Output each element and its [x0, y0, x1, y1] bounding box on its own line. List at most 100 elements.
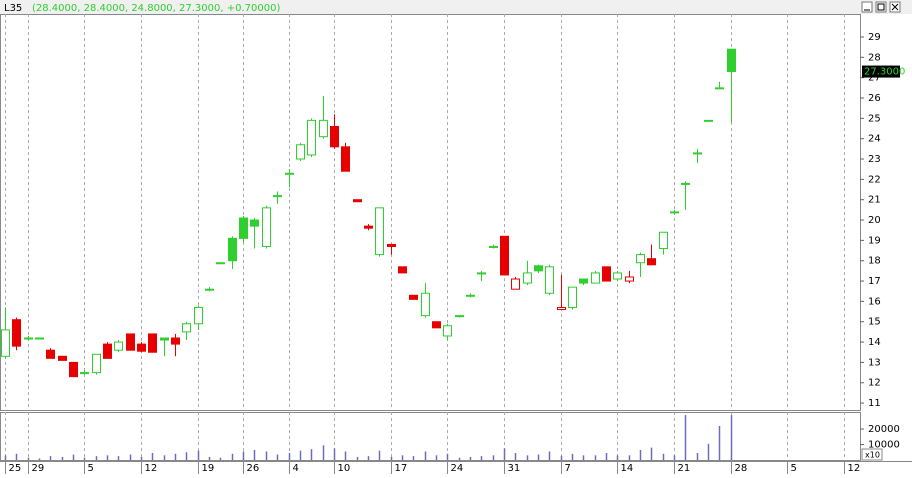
last-price-label: 27.3000 — [864, 67, 905, 78]
candle-body — [421, 292, 430, 317]
header-bar — [0, 0, 912, 14]
candle-body — [273, 195, 282, 198]
candle-body — [602, 266, 611, 282]
candle-body — [58, 355, 67, 361]
candle-body — [625, 276, 634, 282]
x-tick-label: 12 — [145, 463, 158, 474]
candle-body — [126, 333, 135, 351]
price-panel — [0, 14, 861, 411]
chart-subtitle: (28.4000, 28.4000, 24.8000, 27.3000, +0.… — [32, 3, 280, 14]
candle-body — [409, 294, 418, 300]
candle-body — [727, 48, 736, 73]
x-tick-label: 31 — [508, 463, 521, 474]
x-tick-label: 10 — [338, 463, 351, 474]
candle-body — [35, 337, 44, 340]
candle-body — [114, 341, 123, 351]
window-buttons — [861, 1, 901, 13]
candle-body — [353, 199, 362, 203]
y-tick-label: 24 — [868, 134, 881, 145]
x-tick-label: 29 — [32, 463, 45, 474]
x-tick-label: 17 — [395, 463, 408, 474]
candle-body — [398, 266, 407, 274]
maximize-button[interactable] — [875, 1, 887, 13]
candle-body — [477, 272, 486, 275]
candle-body — [613, 272, 622, 280]
y-tick-label: 12 — [868, 378, 881, 389]
y-tick-label: 23 — [868, 154, 881, 165]
candle-body — [319, 119, 328, 138]
candle-body — [557, 306, 566, 311]
candle-body — [12, 319, 21, 347]
candle-body — [1, 329, 10, 357]
candle-body — [534, 265, 543, 272]
maximize-icon — [877, 3, 885, 11]
x-tick-label: 5 — [88, 463, 94, 474]
y-tick-label: 13 — [868, 357, 881, 368]
candle-body — [670, 211, 679, 214]
candle-body — [545, 266, 554, 294]
last-price-box — [862, 65, 900, 78]
volume-unit: x10 — [865, 451, 880, 460]
candle-body — [92, 353, 101, 374]
candle-body — [330, 125, 339, 148]
y-tick-label: 29 — [868, 32, 881, 43]
candle-body — [194, 306, 203, 325]
y-tick-label: 28 — [868, 52, 881, 63]
volume-unit-box — [861, 448, 883, 461]
minimize-button[interactable] — [861, 1, 873, 13]
candle-body — [160, 337, 169, 341]
candle-body — [216, 262, 225, 265]
y-tick-label: 20 — [868, 215, 881, 226]
candle-body — [523, 272, 532, 284]
y-tick-label: 21 — [868, 195, 881, 206]
candle-body — [103, 343, 112, 359]
candle-body — [568, 286, 577, 308]
x-tick-label: 21 — [678, 463, 691, 474]
y-tick-label: 22 — [868, 174, 881, 185]
y-tick-label: 15 — [868, 317, 881, 328]
y-tick-label: 26 — [868, 93, 881, 104]
x-tick-label: 24 — [451, 463, 464, 474]
y-tick-label: 27 — [868, 73, 881, 84]
y-tick-label: 17 — [868, 276, 881, 287]
candle-body — [387, 243, 396, 247]
candle-body — [250, 219, 259, 227]
candle-body — [466, 294, 475, 297]
y-tick-label: 11 — [868, 398, 881, 409]
candle-body — [591, 272, 600, 284]
candle-body — [205, 288, 214, 291]
candle-body — [69, 361, 78, 378]
volume-tick-label: 20000 — [868, 424, 900, 435]
x-tick-label: 25 — [9, 463, 22, 474]
x-tick-label: 4 — [293, 463, 299, 474]
candle-body — [693, 152, 702, 155]
candle-body — [432, 321, 441, 329]
candle-body — [262, 207, 271, 247]
x-tick-label: 7 — [565, 463, 571, 474]
candle-body — [137, 343, 146, 352]
candle-body — [285, 172, 294, 175]
candle-body — [715, 87, 724, 90]
candle-body — [636, 254, 645, 264]
volume-tick-label: 10000 — [868, 440, 900, 451]
candle-body — [24, 337, 33, 340]
y-tick-label: 19 — [868, 235, 881, 246]
candle-body — [239, 217, 248, 239]
candle-body — [375, 207, 384, 256]
candle-body — [511, 278, 520, 290]
x-tick-label: 14 — [621, 463, 634, 474]
candle-body — [171, 337, 180, 345]
candle-body — [500, 235, 509, 276]
y-tick-label: 25 — [868, 113, 881, 124]
y-tick-label: 14 — [868, 337, 881, 348]
volume-panel — [0, 412, 861, 461]
candle-body — [296, 144, 305, 160]
y-tick-label: 18 — [868, 256, 881, 267]
candle-body — [46, 349, 55, 359]
x-tick-label: 26 — [247, 463, 260, 474]
candle-body — [148, 333, 157, 353]
candle-body — [228, 237, 237, 262]
candle-body — [647, 258, 656, 266]
